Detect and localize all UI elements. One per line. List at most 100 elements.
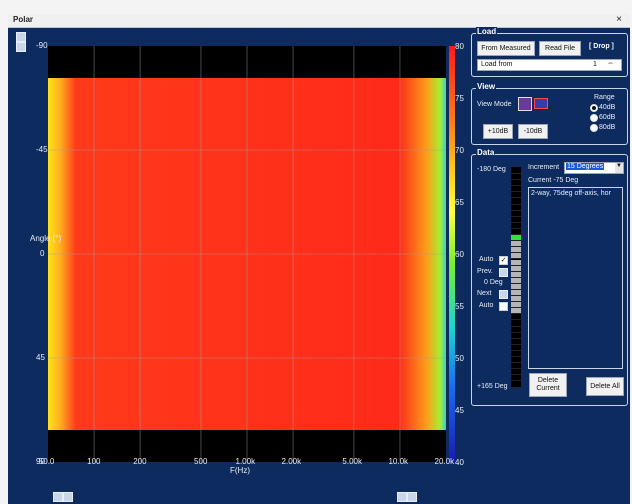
angle-slot[interactable] [511, 277, 521, 284]
load-group: Load From Measured Read File [ Drop ] Lo… [471, 27, 628, 77]
angle-slot[interactable] [511, 296, 521, 303]
range-80db-radio[interactable] [590, 124, 598, 132]
top-angle-label: -180 Deg [477, 166, 506, 173]
load-from-field[interactable]: Load from 1 ⇔ [477, 59, 622, 71]
angle-slot[interactable] [511, 308, 521, 315]
colorbar-tick-label: 75 [455, 94, 464, 103]
angle-slot[interactable] [511, 247, 521, 254]
bottom-angle-label: +165 Deg [477, 383, 508, 390]
angle-slot[interactable] [511, 168, 521, 174]
angle-slot[interactable] [511, 351, 521, 357]
drop-target[interactable]: [ Drop ] [589, 43, 614, 50]
angle-slot[interactable] [511, 302, 521, 309]
minus-10db-button[interactable]: -10dB [518, 124, 548, 139]
angle-slot[interactable] [511, 192, 521, 199]
spin-arrows-icon[interactable]: ⇔ [607, 60, 614, 67]
angle-slot[interactable] [511, 381, 521, 388]
auto-1-checkbox[interactable]: ✓ [499, 256, 508, 265]
zoom-x-out-icon[interactable] [407, 492, 417, 502]
description-box[interactable]: 2-way, 75deg off-axis, hor [528, 187, 623, 369]
read-file-button[interactable]: Read File [539, 41, 581, 56]
angle-slot[interactable] [511, 241, 521, 248]
range-label: Range [594, 94, 615, 101]
title-bar: Polar × [8, 14, 630, 28]
angle-slot[interactable] [511, 344, 521, 351]
scroll-left-icon[interactable] [53, 492, 63, 502]
angle-slot[interactable] [511, 210, 521, 217]
zoom-x-in-icon[interactable] [397, 492, 407, 502]
angle-slot[interactable] [511, 174, 521, 181]
x-tick-label: 50.0 [38, 457, 55, 466]
angle-slot-column[interactable] [511, 167, 521, 388]
angle-slot[interactable] [511, 216, 521, 223]
angle-slot[interactable] [511, 271, 521, 278]
angle-slot[interactable] [511, 186, 521, 193]
angle-slot[interactable] [511, 229, 521, 235]
colorbar [449, 46, 455, 462]
zoom-out-icon[interactable] [16, 42, 26, 52]
colorbar-tick-label: 65 [455, 198, 464, 207]
angle-slot[interactable] [511, 265, 521, 272]
colorbar-tick-label: 45 [455, 406, 464, 415]
angle-slot[interactable] [511, 253, 521, 260]
data-group-title: Data [476, 148, 496, 157]
angle-slot[interactable] [511, 369, 521, 376]
colorbar-tick-label: 55 [455, 302, 464, 311]
angle-slot[interactable] [511, 332, 521, 339]
angle-slot[interactable] [511, 363, 521, 370]
angle-slot[interactable] [511, 204, 521, 211]
y-tick-label: 90 [36, 457, 45, 466]
angle-slot[interactable] [511, 357, 521, 364]
polar-heatmap[interactable] [48, 46, 446, 462]
dropdown-arrow-icon[interactable]: ▼ [615, 163, 623, 173]
polar-window: Polar × Angle (°) F(Hz [8, 14, 630, 504]
angle-slot[interactable] [511, 235, 521, 242]
angle-slot[interactable] [511, 222, 521, 229]
delete-current-button[interactable]: Delete Current [529, 373, 567, 397]
y-tick-label: -45 [36, 145, 48, 154]
prev-label: Prev. [477, 268, 493, 275]
increment-select[interactable]: 15 Degrees ▼ [564, 162, 624, 174]
scroll-right-icon[interactable] [63, 492, 73, 502]
angle-slot[interactable] [511, 320, 521, 327]
x-tick-label: 2.00k [281, 457, 302, 466]
angle-slot[interactable] [511, 283, 521, 290]
description-text: 2-way, 75deg off-axis, hor [531, 190, 611, 197]
angle-slot[interactable] [511, 375, 521, 382]
view-group: View View Mode Range 40dB 60dB 80dB +10d… [471, 82, 628, 145]
load-from-label: Load from [481, 61, 513, 68]
data-group: Data -180 Deg Auto ✓ Prev. 0 Deg Next Au… [471, 148, 628, 406]
range-60db-radio[interactable] [590, 114, 598, 122]
angle-slot[interactable] [511, 290, 521, 296]
angle-slot[interactable] [511, 326, 521, 333]
range-40db-radio[interactable] [590, 104, 598, 112]
current-angle-label: Current -75 Deg [528, 177, 579, 184]
x-tick-label: 5.00k [342, 457, 362, 466]
plus-10db-button[interactable]: +10dB [483, 124, 513, 139]
delete-all-button[interactable]: Delete All [586, 377, 624, 396]
window-title: Polar [13, 15, 34, 24]
y-tick-label: 0 [40, 249, 45, 258]
zoom-in-icon[interactable] [16, 32, 26, 42]
close-icon[interactable]: × [616, 14, 622, 25]
angle-slot[interactable] [511, 180, 521, 187]
y-axis-label: Angle (°) [30, 234, 62, 243]
view-mode-label: View Mode [477, 101, 512, 108]
x-tick-label: 100 [87, 457, 101, 466]
range-80db-label: 80dB [599, 124, 616, 131]
view-mode-polar-icon[interactable] [518, 97, 532, 111]
angle-slot[interactable] [511, 198, 521, 205]
next-icon[interactable] [499, 290, 508, 299]
prev-icon[interactable] [499, 268, 508, 277]
x-tick-label: 1.00k [235, 457, 256, 466]
view-mode-map-icon[interactable] [534, 98, 548, 109]
angle-slot[interactable] [511, 314, 521, 321]
from-measured-button[interactable]: From Measured [477, 41, 535, 56]
increment-value: 15 Degrees [566, 163, 605, 170]
angle-slot[interactable] [511, 338, 521, 345]
next-label: Next [477, 290, 492, 297]
angle-slot[interactable] [511, 259, 521, 266]
x-tick-label: 500 [194, 457, 208, 466]
heatmap-svg [48, 46, 446, 462]
auto-2-checkbox[interactable] [499, 302, 508, 311]
